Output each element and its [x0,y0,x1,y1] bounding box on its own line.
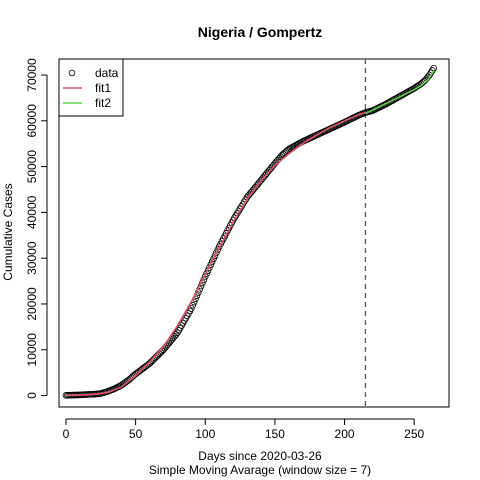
y-axis-label: Cumulative Cases [1,183,15,280]
x-tick-label: 200 [335,427,355,441]
data-point [208,258,216,265]
data-point [214,246,222,254]
y-axis: 0 10000 20000 30000 40000 50000 60000 70000 [25,58,48,399]
y-tick-label: 40000 [25,195,39,229]
y-tick-label: 60000 [25,104,39,138]
x-axis: 0 50 100 150 200 250 [63,418,425,441]
plot-frame [58,58,450,408]
x-tick-label: 250 [404,427,424,441]
series-line-fit2 [365,70,435,115]
x-tick-label: 100 [195,427,215,441]
legend-label: data [95,66,119,80]
plot-marks [62,59,437,407]
data-point [210,255,217,262]
y-tick-label: 10000 [25,333,39,367]
legend-symbol-circle [68,69,76,77]
x-tick-label: 50 [129,427,143,441]
series-line-fit1 [65,111,366,397]
x-tick-label: 0 [63,427,70,441]
legend-label: fit1 [95,81,111,95]
data-point [188,305,195,312]
y-tick-label: 0 [25,392,39,399]
x-axis-sublabel: Simple Moving Avarage (window size = 7) [149,463,371,477]
chart-title: Nigeria / Gompertz [198,24,322,40]
data-point [213,249,220,256]
legend-label: fit2 [95,96,111,110]
x-axis-label: Days since 2020-03-26 [198,449,322,463]
y-tick-label: 20000 [25,287,39,321]
y-tick-label: 70000 [25,58,39,92]
data-point [211,252,219,259]
y-tick-label: 30000 [25,241,39,275]
x-tick-label: 150 [265,427,285,441]
data-point [207,261,215,268]
y-tick-label: 50000 [25,150,39,184]
